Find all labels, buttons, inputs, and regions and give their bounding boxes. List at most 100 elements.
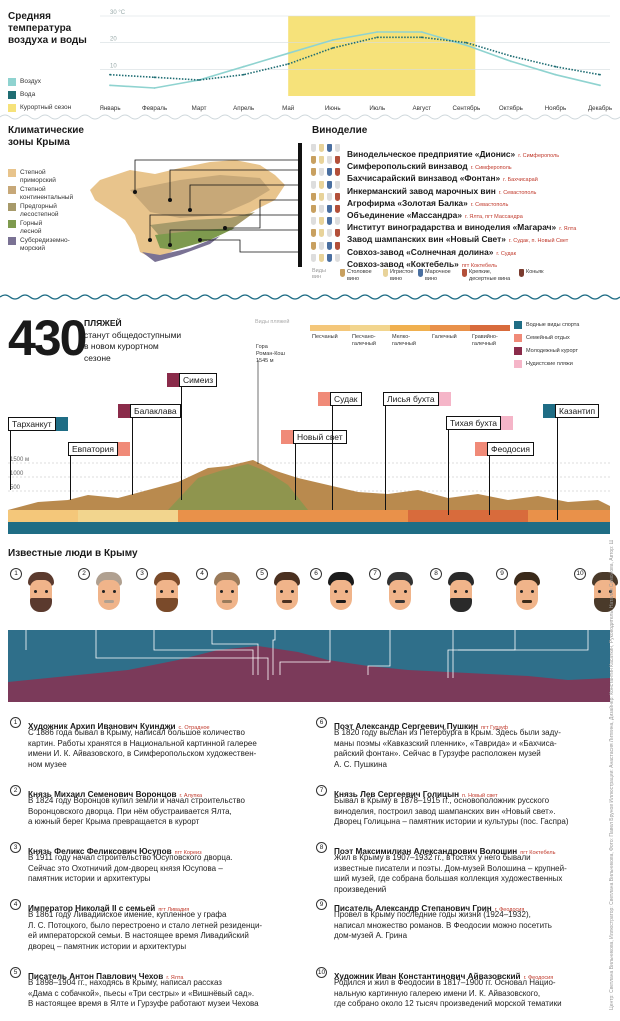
wine-glass-icon (311, 205, 316, 213)
beach-location-pointer (448, 430, 449, 515)
beach-type-label-line: Мелко- (392, 334, 411, 340)
bio-text-line: Родился и жил в Феодосии в 1817–1900 гг.… (334, 978, 556, 987)
climate-zone-label: Степной континентальный (20, 186, 73, 201)
x-tick-label: Март (192, 105, 207, 112)
wine-item-location: г. Симферополь (470, 165, 512, 172)
wine-location-dot (168, 243, 172, 247)
beach-strip-sand-pebble (78, 510, 178, 522)
beach-kind-marker (543, 404, 555, 418)
wine-glass-icon (335, 156, 340, 165)
beach-location-pointer (70, 456, 71, 500)
beach-kind-marker (167, 373, 179, 387)
wine-glass-icon (335, 192, 340, 201)
bio-heading: Поэт Максимилиан Александрович Волошин пг… (334, 841, 556, 859)
x-tick-label: Апрель (233, 105, 254, 112)
wave-divider (0, 294, 620, 300)
beach-location-label: Казантип (555, 404, 600, 418)
wine-item-name: Совхоз-завод «Солнечная долина» (347, 246, 494, 257)
wine-type-label-line: Коньяк (526, 269, 544, 275)
portrait-moustache (395, 600, 405, 603)
wine-item-name: Завод шампанских вин «Новый Свет» (347, 234, 506, 245)
climate-zone-label-line: Субсредиземно- (20, 237, 70, 244)
season-band (288, 16, 476, 96)
wine-glass-icon (319, 192, 324, 201)
beach-kind-swatch (514, 334, 522, 342)
climate-zone-label-line: Предгорный (20, 203, 57, 210)
wine-glass-icon (327, 217, 332, 226)
wine-location-dot (148, 238, 152, 242)
beach-type-label: Галечный (432, 334, 457, 341)
beach-types-title: Виды пляжей (255, 319, 290, 325)
wine-item-name: Институт виноградарства и виноделия «Маг… (347, 222, 557, 233)
wine-glass-icon (311, 229, 316, 238)
bio-number: 6 (316, 717, 327, 728)
x-tick-label: Декабрь (588, 105, 612, 112)
beach-location-label: Судак (330, 392, 362, 406)
bio-text: Родился и жил в Феодосии в 1817–1900 гг.… (334, 978, 620, 1010)
bio-name: Художник Архип Иванович Куинджи (28, 722, 176, 731)
bio-number: 4 (10, 899, 21, 910)
bio-text-line: В 1898–1904 гг., находясь в Крыму, напис… (28, 978, 222, 987)
bio-text-line: В настоящее время в Ялте и Гурзуфе работ… (28, 999, 259, 1009)
portrait-face (98, 580, 120, 610)
beach-strip-gravel (408, 510, 528, 522)
bio-text-line: В 1911 году начал строительство Юсуповск… (28, 853, 233, 862)
person-number: 4 (196, 568, 208, 580)
beach-location-label: Тарханкут (8, 417, 56, 431)
beach-kind-marker (118, 404, 130, 418)
beach-location: Тарханкут (8, 417, 68, 431)
sea-strip (8, 522, 610, 534)
wine-item: Совхоз-завод «Коктебель» пгт Коктебель (347, 254, 497, 272)
beach-location: Казантип (543, 404, 600, 418)
wine-glass-icon (335, 205, 340, 213)
climate-zone-label: Степной приморский (20, 169, 56, 184)
wine-item-location: пгт Коктебель (461, 262, 498, 269)
portrait-eye (220, 590, 223, 593)
bio-number: 2 (10, 785, 21, 796)
wine-connector-lines (134, 159, 300, 253)
wine-glass-icon (319, 229, 324, 238)
bio-text-line: нальную картинную галерею имени И. К. Ай… (334, 988, 541, 998)
bio-text-line: картин. Работы хранятся в Национальной к… (28, 738, 257, 748)
bio-location: с. Отрадное (178, 725, 210, 731)
portrait-eye (113, 590, 116, 593)
portrait-beard (594, 598, 616, 612)
wine-type-icons (311, 156, 343, 166)
bio-location: пгт Ливадия (158, 907, 190, 913)
wine-location-dot (198, 238, 202, 242)
bio-text-line: Л. С. Потоцкого, было перестроено и стал… (28, 920, 263, 930)
wine-glass-icon (319, 217, 324, 226)
wine-type-label-line: Марочное (425, 269, 451, 275)
bio-text-line: Жил в Крыму в 1907–1932 гг., в гостях у … (334, 853, 531, 862)
wine-type-label: Игристое вино (390, 269, 413, 282)
bio-heading: Князь Лев Сергеевич Голицын п. Новый свет (334, 784, 498, 802)
legend-label: Вода (20, 91, 36, 98)
wine-bracket (298, 143, 302, 267)
person-number: 5 (256, 568, 268, 580)
bio-number: 1 (10, 717, 21, 728)
beach-type-swatch (470, 325, 510, 331)
climate-zone-label-line: Горный (20, 220, 43, 227)
bio-heading: Писатель Антон Павлович Чехов г. Ялта (28, 966, 183, 984)
wine-type-icon (519, 269, 524, 277)
beach-kind-swatch (514, 360, 522, 368)
bio-location: пгт Гурзуф (481, 725, 509, 731)
beach-location-label: Симеиз (179, 373, 218, 387)
beach-location: Симеиз (167, 373, 218, 387)
wine-glass-icon (311, 168, 316, 177)
beach-type-label: Гравийно-галечный (472, 334, 498, 347)
bio-text: Бывал в Крыму в 1878–1915 гг., основопол… (334, 796, 620, 828)
wine-type-label: Столовое вино (347, 269, 372, 282)
series-point (153, 76, 156, 79)
wine-type-label-line: вино (425, 275, 438, 282)
wine-glass-icon (327, 241, 332, 250)
wine-item: Винодельческое предприятие «Дионис» г. Си… (347, 144, 559, 162)
climate-zone-label-line: морский (20, 244, 46, 252)
series-point (376, 36, 379, 39)
portrait-face (216, 580, 238, 610)
bio-text-line: Дворец Голицына – памятник истории и кул… (334, 817, 569, 827)
x-tick-label: Сентябрь (452, 105, 480, 112)
crimea-map (90, 159, 300, 262)
x-tick-label: Февраль (142, 105, 167, 112)
beach-location-label: Евпатория (68, 442, 118, 456)
